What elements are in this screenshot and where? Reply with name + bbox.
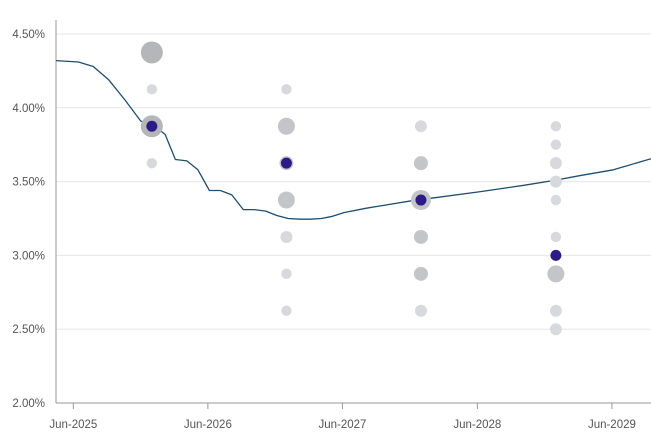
- y-axis: 4.50% 4.00% 3.50% 3.00% 2.50% 2.00%: [12, 20, 57, 410]
- projection-dot: [549, 304, 562, 317]
- y-tick-label: 2.00%: [12, 398, 45, 410]
- projection-dot: [280, 230, 293, 243]
- projection-dot: [140, 41, 163, 64]
- y-tick-label: 3.00%: [12, 250, 45, 262]
- projection-dot: [413, 266, 428, 281]
- projection-dot: [550, 121, 562, 132]
- x-tick-label: Jun-2027: [318, 419, 366, 431]
- projection-dots: [140, 41, 565, 336]
- projection-dot: [550, 194, 562, 206]
- projection-dot: [549, 323, 562, 336]
- projection-dot: [413, 156, 428, 171]
- projection-dot: [549, 157, 562, 170]
- market-path-line-series: [55, 59, 651, 220]
- x-tick-label: Jun-2029: [588, 419, 636, 431]
- median-projection-dot: [550, 249, 562, 261]
- y-tick-label: 3.50%: [12, 177, 45, 189]
- x-axis: Jun-2025 Jun-2026 Jun-2027 Jun-2028 Jun-2029: [49, 402, 651, 431]
- y-tick-label: 4.50%: [12, 29, 45, 41]
- projection-dot: [547, 265, 565, 283]
- projection-dot: [281, 268, 292, 280]
- projection-dot: [277, 191, 295, 209]
- projection-dot: [146, 84, 158, 95]
- projection-dot: [146, 157, 158, 169]
- median-projection-dot: [280, 157, 292, 169]
- x-tick-label: Jun-2028: [453, 419, 501, 431]
- projection-dot: [550, 139, 562, 150]
- projection-dot: [413, 229, 428, 244]
- projection-dot: [414, 120, 427, 133]
- y-tick-label: 4.00%: [12, 103, 45, 115]
- median-projection-dot: [146, 120, 158, 132]
- projection-dot: [414, 304, 427, 317]
- x-tick-label: Jun-2025: [49, 419, 97, 431]
- x-tick-label: Jun-2026: [184, 419, 232, 431]
- projection-dot: [277, 117, 295, 135]
- projection-dot: [550, 231, 562, 243]
- median-projection-dot: [415, 194, 427, 206]
- projection-dot: [281, 84, 292, 95]
- projection-dot: [549, 175, 562, 188]
- y-tick-label: 2.50%: [12, 324, 45, 336]
- market-path-line: [55, 59, 651, 220]
- projection-dot: [281, 305, 292, 316]
